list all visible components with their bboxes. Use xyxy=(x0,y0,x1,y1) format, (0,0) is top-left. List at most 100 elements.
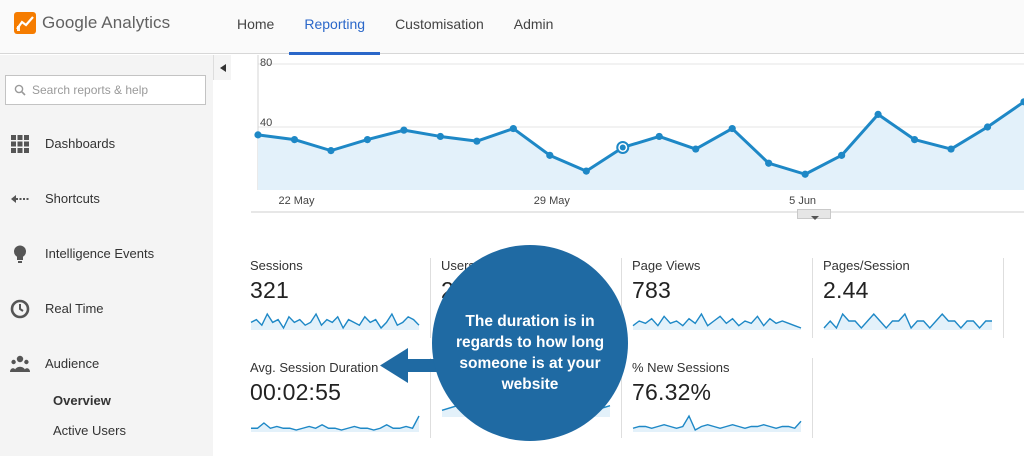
sparkline-line xyxy=(632,312,802,329)
sparkline-area xyxy=(633,314,801,330)
chart-point[interactable] xyxy=(327,147,335,155)
metric-sparkline xyxy=(632,414,802,432)
sparkline-area xyxy=(251,416,419,432)
sidebar-item-label: Real Time xyxy=(45,300,104,316)
sidebar-item-intelligence-events[interactable]: Intelligence Events xyxy=(0,238,213,268)
metric-divider xyxy=(430,258,431,338)
chart-point[interactable] xyxy=(400,126,408,134)
callout-bubble xyxy=(432,245,628,441)
metric-avg-session-duration[interactable]: Avg. Session Duration 00:02:55 xyxy=(250,360,430,432)
sidebar-item-dashboards[interactable]: Dashboards xyxy=(0,128,213,158)
metric-value: 783 xyxy=(632,277,671,303)
metric-label: % New Sessions xyxy=(632,360,730,375)
y-tick-label: 40 xyxy=(260,117,272,129)
chevron-left-icon xyxy=(219,63,226,72)
analytics-logo-icon xyxy=(14,12,36,34)
chart-point[interactable] xyxy=(947,145,955,153)
metric-value: 2.44 xyxy=(823,277,869,303)
chart-point-highlight xyxy=(619,144,626,151)
metric-pages-per-session[interactable]: Pages/Session 2.44 xyxy=(823,258,1003,330)
metric-divider xyxy=(812,258,813,338)
sparkline-line xyxy=(250,312,420,330)
metric-label: Pages/Session xyxy=(823,258,910,273)
search-icon xyxy=(14,84,26,96)
chart-point[interactable] xyxy=(546,151,554,159)
metric-label: Avg. Session Duration xyxy=(250,360,379,375)
sidebar-subitem-overview[interactable]: Overview xyxy=(53,393,111,408)
metric-sparkline xyxy=(632,312,802,330)
lightbulb-icon xyxy=(14,245,26,263)
sidebar-item-real-time[interactable]: Real Time xyxy=(0,293,213,323)
callout-arrow-icon xyxy=(380,348,442,383)
chart-point[interactable] xyxy=(728,124,736,133)
sidebar-item-label: Dashboards xyxy=(45,135,116,151)
collapse-sidebar-button[interactable] xyxy=(213,55,231,80)
shortcut-arrow-icon xyxy=(11,195,29,203)
sidebar-item-shortcuts[interactable]: Shortcuts xyxy=(0,183,213,213)
app-logo[interactable]: Google Analytics xyxy=(14,12,170,34)
chevron-down-icon xyxy=(811,216,819,220)
top-bar: Google Analytics Home Reporting Customis… xyxy=(0,0,1024,55)
tab-customisation[interactable]: Customisation xyxy=(395,16,484,32)
sidebar-item-audience[interactable]: Audience xyxy=(0,348,213,378)
chart-point[interactable] xyxy=(838,151,846,159)
metric-sparkline xyxy=(251,415,420,432)
main-nav: Home Reporting Customisation Admin xyxy=(222,0,568,55)
metric-sparkline xyxy=(250,312,420,330)
x-tick-label: 29 May xyxy=(534,195,571,207)
sessions-line-chart: 80 40 22 May 29 May 5 Jun xyxy=(251,55,1024,213)
sparkline-line xyxy=(632,414,802,431)
metric-value: 76.32% xyxy=(632,379,712,405)
chart-point[interactable] xyxy=(983,123,992,131)
chart-point[interactable] xyxy=(765,159,773,167)
metric-value: 00:02:55 xyxy=(250,379,342,405)
metric-label: Sessions xyxy=(250,258,303,273)
tab-home[interactable]: Home xyxy=(237,16,275,32)
chart-series-line xyxy=(257,100,1024,176)
chart-point[interactable] xyxy=(473,137,481,145)
y-tick-label: 80 xyxy=(260,57,272,69)
chart-point[interactable] xyxy=(436,132,444,141)
search-input[interactable] xyxy=(32,83,202,97)
metric-sessions[interactable]: Sessions 321 xyxy=(250,258,430,330)
chart-point[interactable] xyxy=(290,136,299,144)
metric-sparkline xyxy=(823,312,992,330)
chart-point[interactable] xyxy=(655,132,663,141)
chart-point[interactable] xyxy=(692,145,700,153)
metric-value: 321 xyxy=(250,277,289,303)
chart-point[interactable] xyxy=(509,124,517,133)
chart-point[interactable] xyxy=(1020,98,1024,106)
metric-divider xyxy=(621,258,622,338)
tab-admin[interactable]: Admin xyxy=(513,16,554,32)
metric-page-views[interactable]: Page Views 783 xyxy=(632,258,812,330)
metric-divider xyxy=(812,358,813,438)
sidebar: Dashboards Shortcuts Intelligence Events… xyxy=(0,55,213,456)
grid-icon xyxy=(11,135,29,153)
report-main: 80 40 22 May 29 May 5 Jun Sessions 321 Users… xyxy=(231,55,1024,456)
sparkline-line xyxy=(823,312,992,330)
metric-new-sessions[interactable]: % New Sessions 76.32% xyxy=(632,360,812,432)
tab-reporting[interactable]: Reporting xyxy=(289,0,380,55)
people-icon xyxy=(10,355,30,372)
chart-point[interactable] xyxy=(363,136,372,144)
metric-divider xyxy=(621,358,622,438)
chart-area-fill xyxy=(258,101,1024,190)
chart-expand-handle[interactable] xyxy=(797,209,831,220)
search-box[interactable] xyxy=(5,75,206,105)
sparkline-line xyxy=(251,415,420,431)
metric-divider xyxy=(430,358,431,438)
sidebar-subitem-active-users[interactable]: Active Users xyxy=(53,423,126,438)
metric-label: Page Views xyxy=(632,258,701,273)
metric-divider xyxy=(1003,258,1004,338)
x-tick-label: 5 Jun xyxy=(789,195,816,207)
chart-point[interactable] xyxy=(910,136,919,144)
app-brand: Google Analytics xyxy=(42,13,171,32)
chart-point[interactable] xyxy=(874,110,882,118)
callout-text: The duration is in regards to how long s… xyxy=(455,313,605,393)
sidebar-item-label: Audience xyxy=(45,355,100,371)
chart-point[interactable] xyxy=(801,170,809,178)
chart-point[interactable] xyxy=(254,131,262,139)
clock-icon xyxy=(10,299,30,319)
chart-point[interactable] xyxy=(582,167,590,175)
sidebar-item-label: Shortcuts xyxy=(45,190,100,206)
